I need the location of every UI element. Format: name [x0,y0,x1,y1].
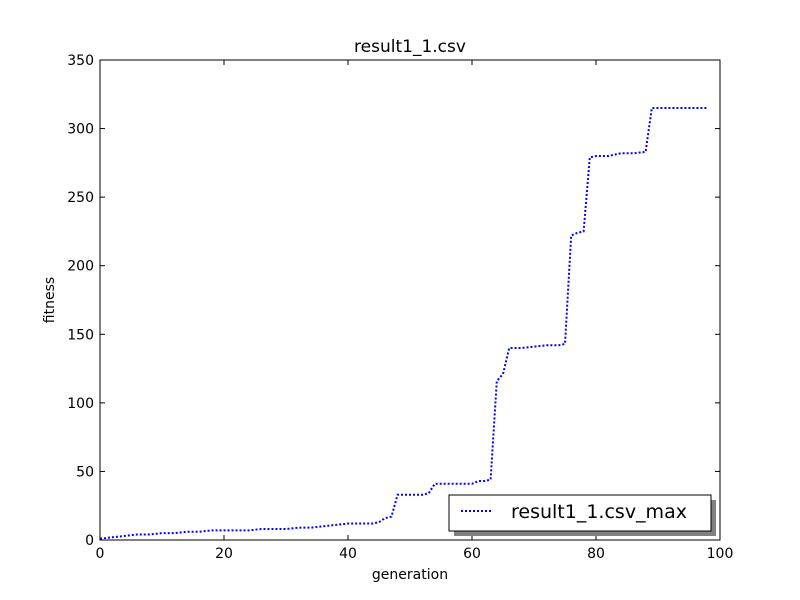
y-tick-label: 150 [67,327,94,343]
x-tick-label: 100 [707,546,734,562]
y-tick-label: 250 [67,190,94,206]
chart-title: result1_1.csv [354,37,466,57]
series-line-0 [99,107,708,540]
y-tick-label: 200 [67,259,94,275]
x-tick-label: 80 [587,546,605,562]
x-tick-label: 60 [463,546,481,562]
plot-frame [99,59,721,541]
y-axis-title: fitness [42,277,58,323]
y-tick-label: 50 [76,464,94,480]
x-tick-label: 0 [96,546,105,562]
legend-label: result1_1.csv_max [511,501,687,523]
x-tick-label: 20 [215,546,233,562]
legend: result1_1.csv_max [448,494,716,536]
x-tick-label: 40 [339,546,357,562]
y-tick-label: 100 [67,396,94,412]
legend-box [448,494,712,532]
y-tick-label: 300 [67,122,94,138]
x-axis-title: generation [372,567,448,583]
y-tick-label: 350 [67,53,94,69]
y-tick-label: 0 [85,533,94,549]
